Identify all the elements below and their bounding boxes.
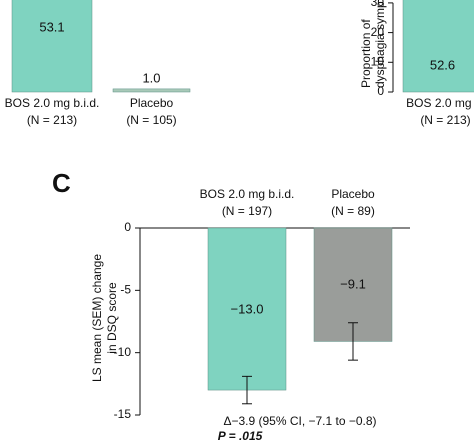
y-axis-title: in DSQ score <box>105 282 119 354</box>
value-label: 53.1 <box>39 19 64 34</box>
panel-label: C <box>52 168 71 198</box>
annotation: Δ−3.9 (95% CI, −7.1 to −0.8) <box>223 414 376 428</box>
y-tick-label: 20 <box>371 25 385 39</box>
value-label: −9.1 <box>340 276 366 291</box>
category-label: Placebo <box>130 96 174 110</box>
y-axis-title: Proportion of <box>359 19 373 88</box>
category-label: BOS 2.0 mg b. <box>406 96 474 110</box>
category-n: (N = 213) <box>27 113 77 127</box>
bar <box>207 227 287 391</box>
p-value: P = .015 <box>218 429 263 443</box>
value-label: −13.0 <box>231 301 264 316</box>
value-label: 52.6 <box>430 57 455 72</box>
bar <box>402 0 474 93</box>
y-tick-label: -5 <box>120 283 131 297</box>
category-label: BOS 2.0 mg b.i.d. <box>5 96 100 110</box>
y-tick-label: 0 <box>377 84 384 98</box>
bar <box>11 0 93 93</box>
category-n: (N = 197) <box>222 204 272 218</box>
category-n: (N = 89) <box>331 204 375 218</box>
y-axis-title: LS mean (SEM) change <box>90 254 104 382</box>
category-n: (N = 213) <box>420 113 470 127</box>
y-axis-title: dysphagia symp <box>373 1 387 88</box>
category-n: (N = 105) <box>126 113 176 127</box>
bar <box>112 88 191 93</box>
y-tick-label: 0 <box>124 220 131 234</box>
y-tick-label: 10 <box>371 54 385 68</box>
category-label: Placebo <box>331 187 375 201</box>
y-tick-label: -15 <box>114 407 132 421</box>
y-tick-label: 30 <box>371 0 385 9</box>
y-tick-label: -10 <box>114 345 132 359</box>
category-label: BOS 2.0 mg b.i.d. <box>200 187 295 201</box>
value-label: 1.0 <box>142 70 160 85</box>
